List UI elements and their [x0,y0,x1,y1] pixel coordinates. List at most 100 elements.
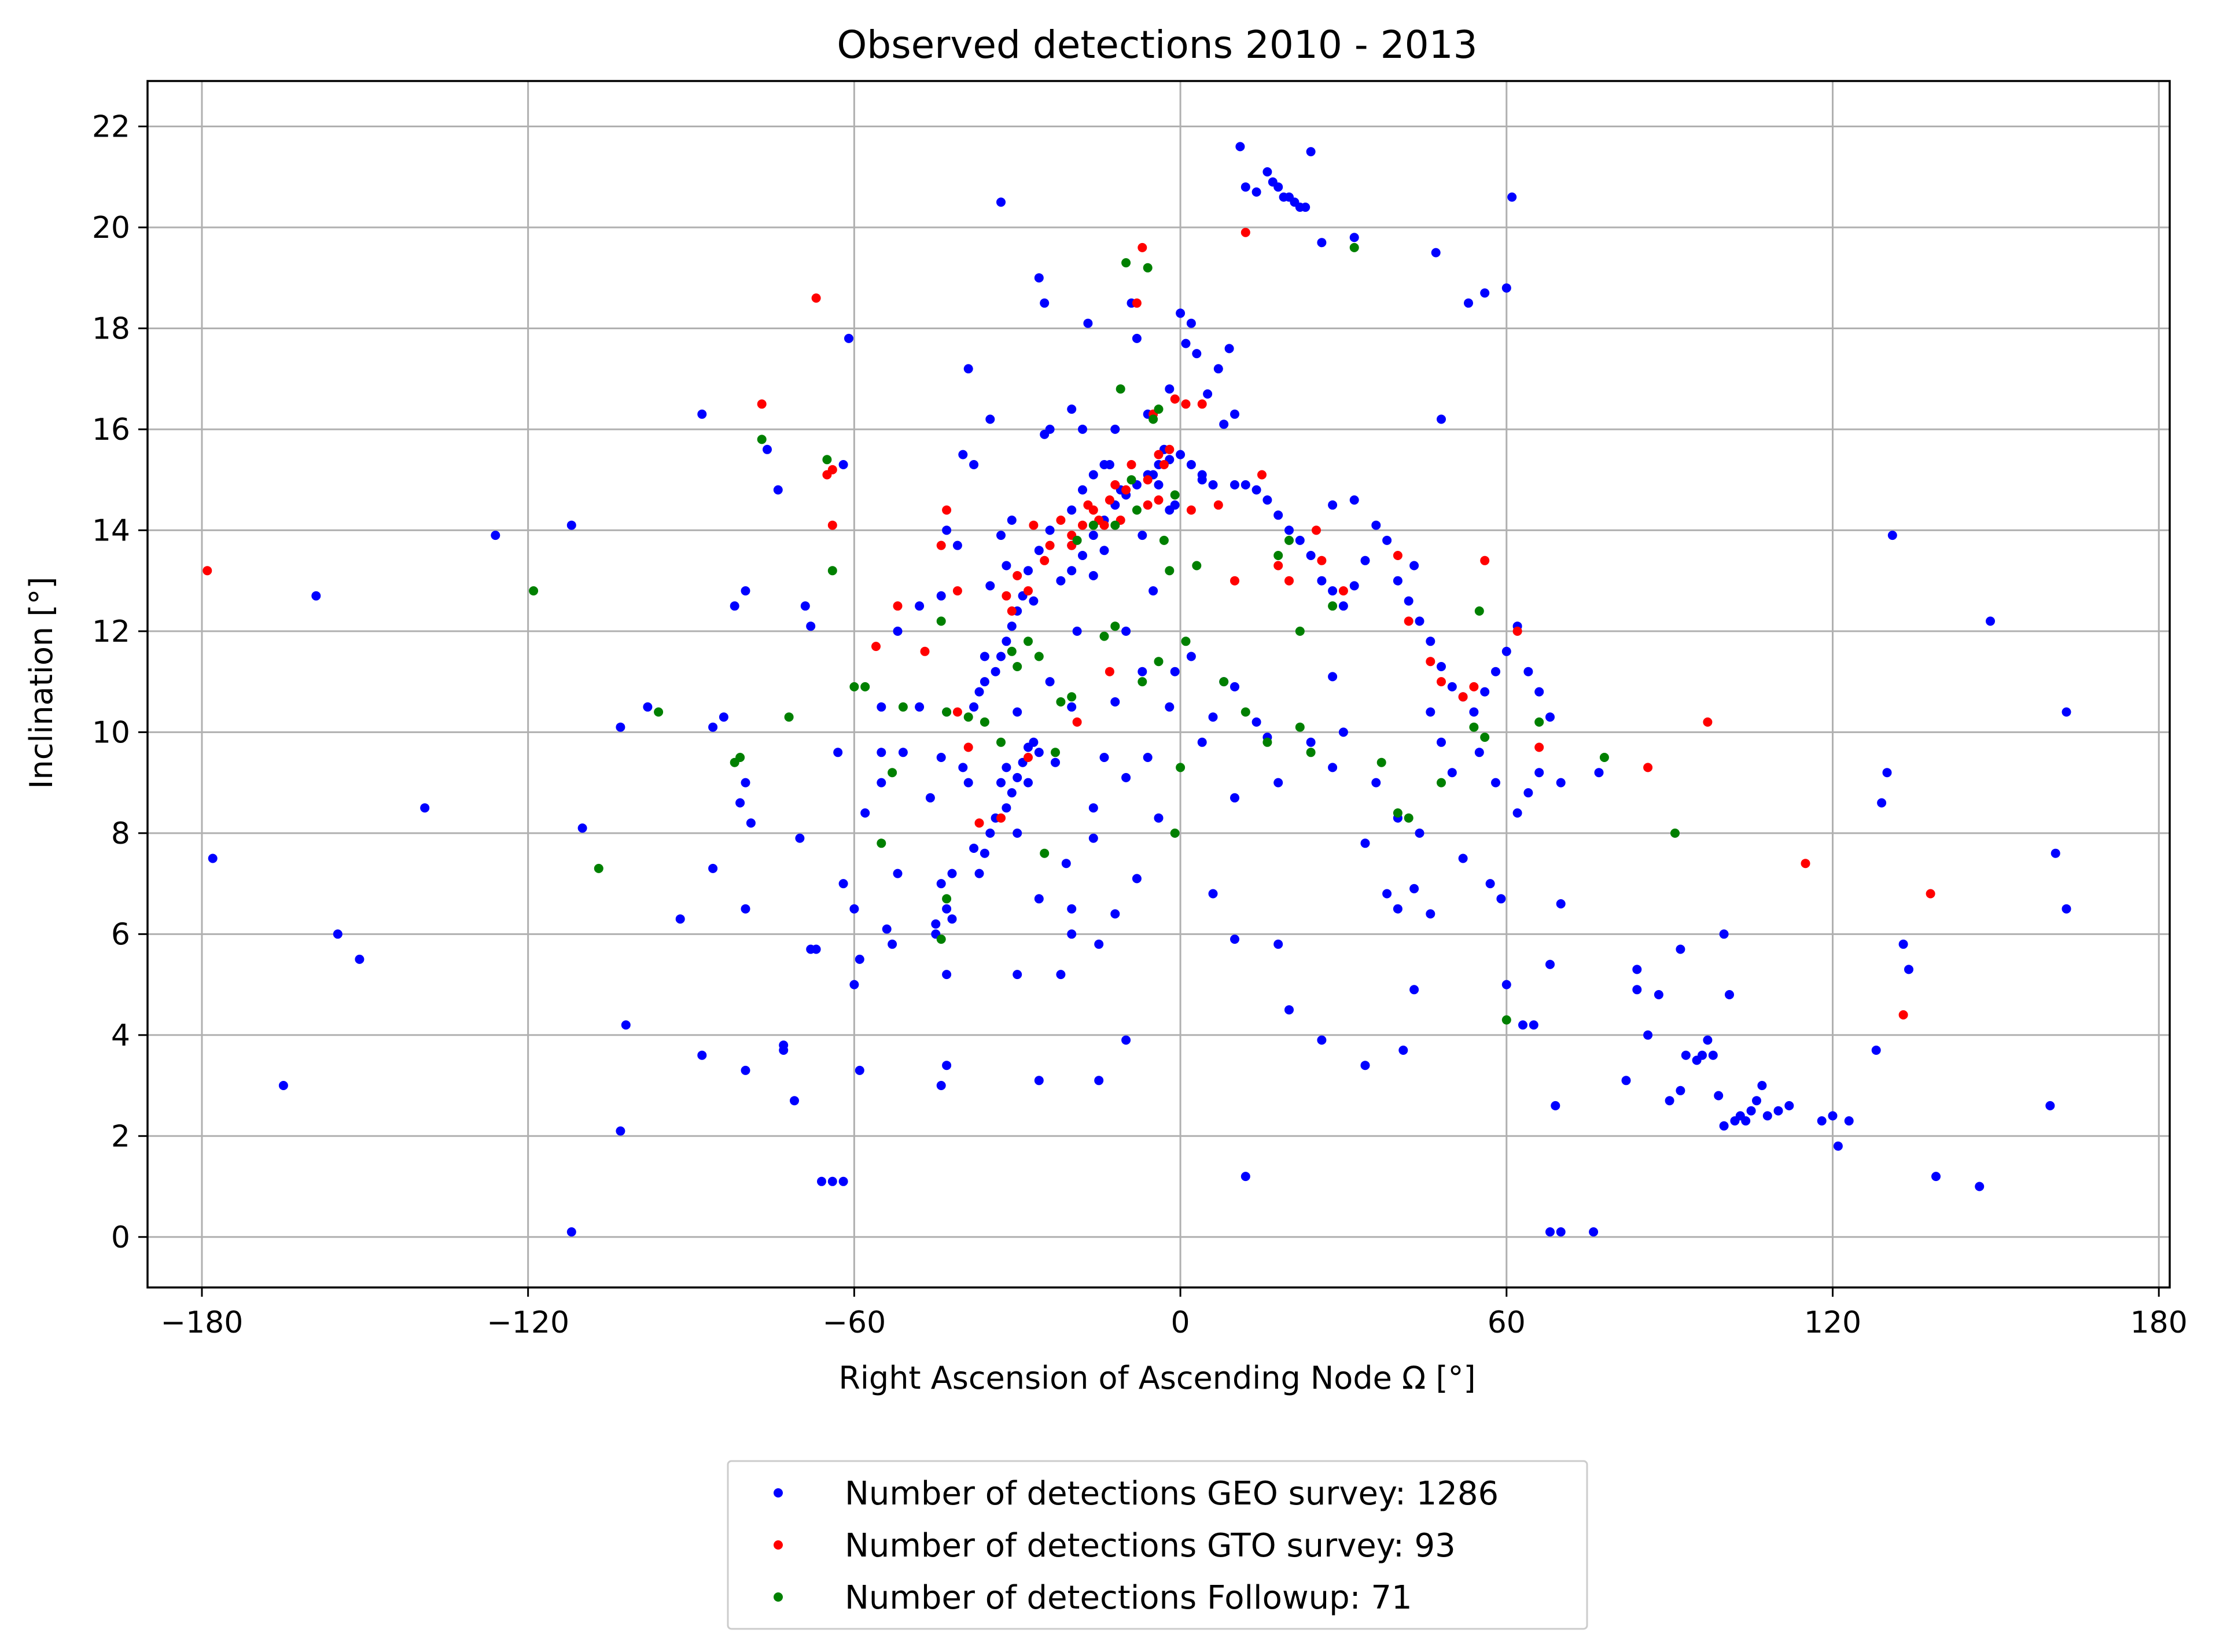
geo-detection-point [1393,576,1403,586]
followup-detection-point [1072,535,1082,545]
x-axis-ticks: −180 −120 −60 0 60 120 180 [161,1287,2188,1340]
geo-detection-point [1360,838,1370,848]
geo-detection-point [936,753,946,762]
followup-detection-point [1306,748,1316,757]
geo-detection-point [1230,934,1239,944]
geo-detection-point [1306,147,1316,157]
geo-detection-point [1404,596,1413,606]
gto-detection-point [1317,555,1327,565]
geo-detection-point [1013,970,1022,980]
geo-detection-point [1317,576,1327,586]
geo-detection-point [1887,531,1897,540]
geo-detection-point [1262,167,1272,176]
geo-detection-point [1088,571,1098,580]
geo-detection-point [1534,687,1544,697]
geo-detection-point [1491,778,1500,788]
followup-detection-point [1670,828,1680,838]
y-tick-label: 18 [92,311,130,346]
geo-detection-point [1665,1096,1674,1106]
geo-detection-point [1088,803,1098,813]
geo-detection-point [1589,1227,1599,1237]
geo-detection-point [1219,420,1229,429]
geo-detection-point [1844,1116,1854,1126]
gto-detection-point [1437,677,1446,687]
geo-detection-point [1594,768,1604,778]
geo-detection-point [1698,1050,1707,1060]
followup-detection-point [1295,626,1305,636]
followup-detection-point [877,838,886,848]
gto-detection-point [1088,505,1098,515]
geo-detection-point [947,869,957,878]
plot-area-frame [146,80,2171,1289]
geo-detection-point [491,531,500,540]
geo-detection-point [355,954,365,964]
followup-detection-point [942,707,952,717]
geo-detection-point [1306,737,1316,747]
geo-detection-point [1224,344,1234,354]
geo-detection-point [1284,525,1294,535]
gto-detection-point [1040,555,1050,565]
geo-detection-point [1496,894,1506,904]
geo-detection-point [855,954,864,964]
geo-detection-point [1409,561,1419,571]
gto-detection-point [1703,717,1713,727]
geo-detection-point [1002,763,1011,772]
geo-detection-point [942,904,952,914]
geo-detection-point [849,904,859,914]
geo-detection-point [849,980,859,989]
geo-detection-point [1034,748,1044,757]
y-tick-label: 22 [92,110,130,145]
gto-detection-point [942,505,952,515]
geo-detection-point [1447,768,1457,778]
geo-detection-point [1725,990,1734,999]
geo-detection-point [1654,990,1663,999]
geo-detection-point [735,798,745,808]
geo-detection-point [958,450,968,459]
followup-detection-point [1154,657,1164,667]
x-tick-label: 180 [2130,1305,2188,1340]
geo-detection-point [1121,1035,1131,1045]
gto-detection-point [1240,227,1250,237]
geo-detection-point [1714,1091,1724,1101]
geo-detection-point [1545,959,1555,969]
geo-detection-point [1719,1121,1729,1131]
geo-detection-point [1034,1076,1044,1086]
geo-detection-point [893,626,903,636]
gto-detection-point [1230,576,1239,586]
geo-detection-point [1045,424,1055,434]
geo-detection-point [1067,404,1077,414]
gto-detection-point [1284,576,1294,586]
followup-detection-point [1262,737,1272,747]
geo-detection-point [1426,707,1435,717]
followup-detection-point [1116,384,1125,394]
geo-detection-point [1447,682,1457,691]
geo-detection-point [1469,707,1479,717]
geo-detection-point [1192,349,1202,359]
followup-detection-point [1349,242,1359,252]
geo-detection-point [925,793,935,803]
followup-detection-point [822,455,832,465]
y-tick-label: 16 [92,413,130,447]
geo-detection-point [1013,772,1022,782]
geo-detection-point [1170,500,1180,510]
geo-detection-point [1741,1116,1751,1126]
geo-detection-point [1621,1076,1631,1086]
followup-detection-point [1024,636,1033,646]
followup-detection-point [980,717,989,727]
followup-detection-point [827,566,837,576]
geo-detection-point [1088,833,1098,843]
geo-detection-point [877,702,886,712]
followup-detection-point [1154,404,1164,414]
geo-detection-point [1349,233,1359,242]
geo-detection-point [1931,1172,1941,1182]
geo-detection-point [1094,1076,1104,1086]
geo-detection-point [1013,828,1022,838]
geo-detection-point [1523,667,1533,676]
gto-detection-point [203,566,212,576]
geo-detection-point [855,1065,864,1075]
followup-detection-point [1007,646,1017,656]
geo-detection-point [1317,1035,1327,1045]
geo-detection-point [1474,748,1484,757]
followup-detection-point [1127,475,1136,485]
geo-detection-point [1284,1005,1294,1015]
